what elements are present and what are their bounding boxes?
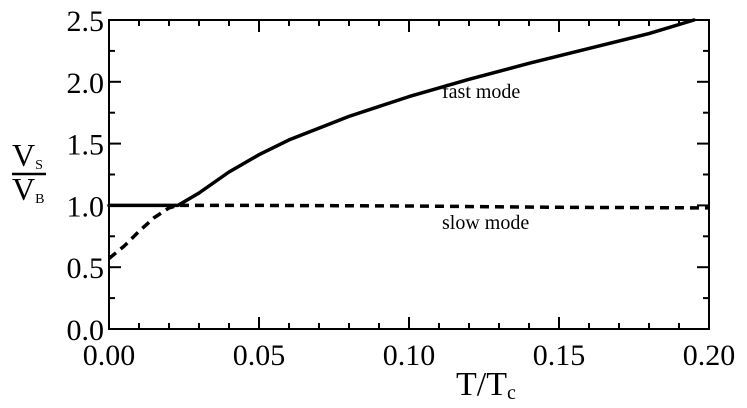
y-tick-label: 1.0 (67, 190, 105, 223)
y-label-numerator-sub: S (35, 158, 43, 173)
svg-text:VB: VB (12, 171, 44, 207)
x-label-sub: c (507, 382, 516, 404)
plot-area (107, 18, 710, 330)
series-line-slow-mode (107, 203, 710, 260)
annotations: fast mode slow mode (442, 81, 529, 234)
series-line-fast-mode (107, 18, 696, 208)
annotation-slow-mode: slow mode (442, 212, 529, 234)
x-axis-label: T/Tc (456, 366, 516, 404)
y-tick-label: 1.5 (67, 129, 105, 162)
y-tick-label: 2.5 (67, 5, 105, 38)
x-tick-label: 0.05 (233, 339, 286, 372)
x-tick-label: 0.10 (383, 339, 436, 372)
y-label-denominator: V (12, 171, 35, 207)
y-axis-label: VS VB (12, 137, 46, 207)
annotation-fast-mode: fast mode (442, 81, 520, 103)
x-tick-label: 0.20 (683, 339, 736, 372)
x-tick-label: 0.00 (83, 339, 136, 372)
y-tick-label: 0.0 (67, 314, 105, 347)
y-label-numerator: V (12, 137, 35, 173)
svg-text:VS: VS (12, 137, 43, 173)
y-label-denominator-sub: B (35, 192, 44, 207)
axis-ticks (108, 19, 710, 330)
y-tick-label: 0.5 (67, 252, 105, 285)
plot-frame (108, 19, 710, 330)
x-tick-label: 0.15 (533, 339, 586, 372)
tick-labels: 0.00 0.05 0.10 0.15 0.20 0.0 0.5 1.0 1.5 2.0 2.5 (67, 5, 736, 372)
x-label-main: T/T (456, 366, 507, 403)
y-tick-label: 2.0 (67, 67, 105, 100)
